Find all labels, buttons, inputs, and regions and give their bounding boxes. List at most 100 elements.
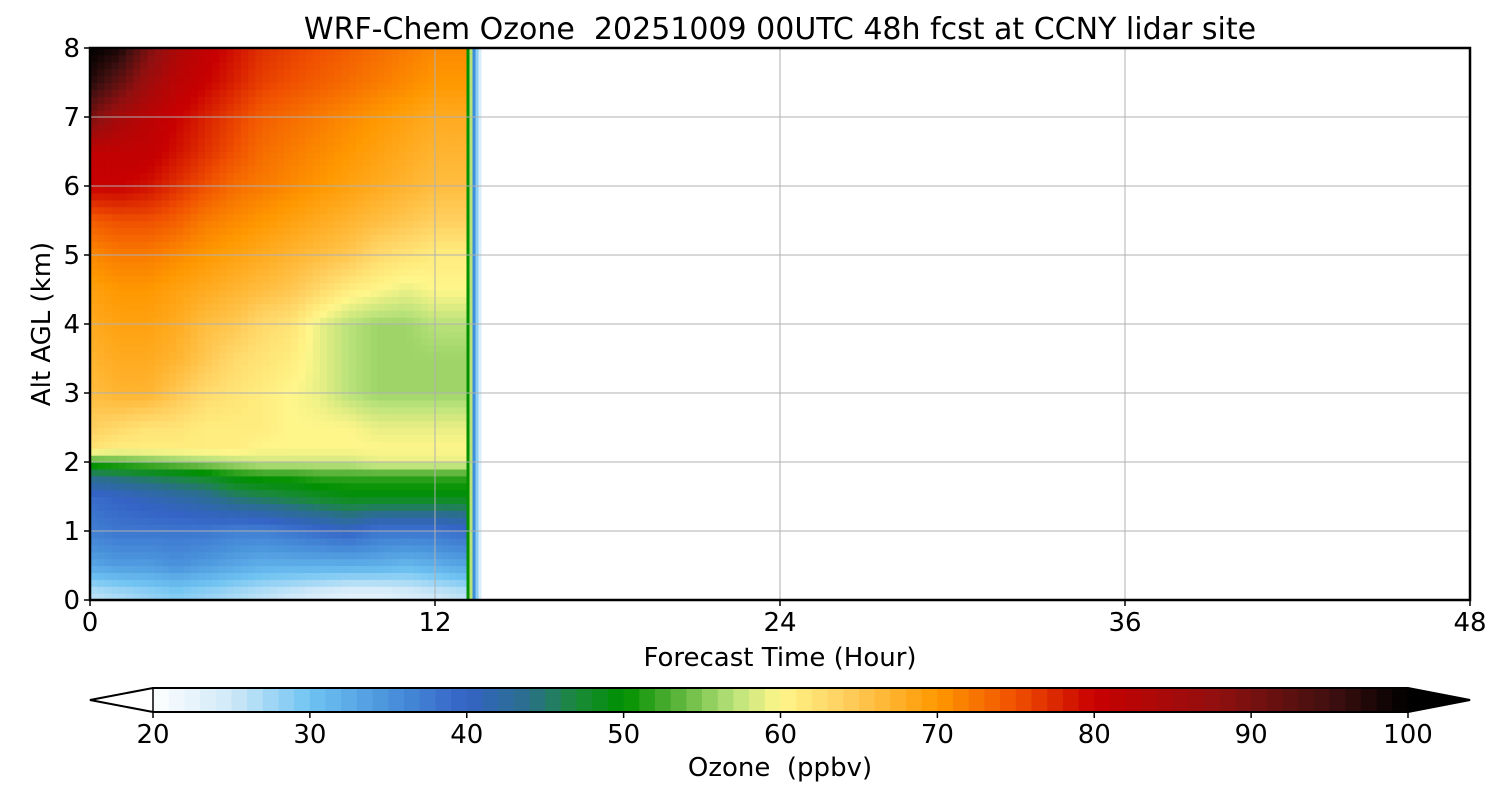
heatmap-cell <box>276 151 285 159</box>
heatmap-cell <box>348 172 357 180</box>
heatmap-cell <box>90 110 98 118</box>
heatmap-cell <box>284 48 292 56</box>
heatmap-cell <box>197 261 206 270</box>
heatmap-cell <box>334 586 343 594</box>
heatmap-cell <box>190 110 199 118</box>
heatmap-cell <box>248 517 256 525</box>
heatmap-cell <box>276 310 285 318</box>
heatmap-cell <box>384 531 393 539</box>
heatmap-cell <box>133 303 141 311</box>
heatmap-cell <box>363 558 371 567</box>
heatmap-cell <box>104 551 113 560</box>
heatmap-cell <box>276 379 285 387</box>
heatmap-cell <box>212 406 220 415</box>
heatmap-cell <box>161 482 170 491</box>
heatmap-cell <box>104 192 113 201</box>
heatmap-cell <box>190 420 199 429</box>
heatmap-cell <box>284 317 292 325</box>
heatmap-cell <box>384 503 393 511</box>
heatmap-cell <box>284 103 292 111</box>
heatmap-cell <box>262 117 271 125</box>
heatmap-cell <box>183 268 192 277</box>
heatmap-cell <box>104 358 113 366</box>
heatmap-cell <box>226 413 235 422</box>
heatmap-cell <box>111 586 120 594</box>
heatmap-cell <box>348 406 357 415</box>
heatmap-cell <box>269 75 278 84</box>
heatmap-cell <box>284 544 292 553</box>
heatmap-cell <box>327 220 335 228</box>
heatmap-cell <box>427 344 436 353</box>
heatmap-cell <box>298 503 307 511</box>
heatmap-cell <box>90 213 98 222</box>
heatmap-cell <box>104 151 113 159</box>
heatmap-cell <box>118 117 127 125</box>
heatmap-cell <box>312 386 321 394</box>
heatmap-cell <box>154 110 163 118</box>
heatmap-cell <box>212 317 220 325</box>
heatmap-cell <box>212 496 220 504</box>
heatmap-cell <box>133 351 141 360</box>
heatmap-cell <box>118 103 127 111</box>
heatmap-cell <box>334 399 343 408</box>
heatmap-cell <box>147 468 156 477</box>
heatmap-cell <box>363 303 371 311</box>
heatmap-cell <box>255 379 264 387</box>
heatmap-cell <box>276 448 285 456</box>
heatmap-cell <box>355 110 364 118</box>
heatmap-cell <box>104 130 113 139</box>
heatmap-cell <box>176 510 185 518</box>
heatmap-cell <box>169 186 177 194</box>
heatmap-cell <box>291 282 300 291</box>
heatmap-cell <box>212 462 220 470</box>
heatmap-cell <box>370 213 379 222</box>
heatmap-cell <box>255 103 264 111</box>
heatmap-cell <box>413 54 422 63</box>
heatmap-cell <box>442 531 450 539</box>
heatmap-cell <box>384 117 393 125</box>
heatmap-cell <box>161 54 170 63</box>
heatmap-cell <box>97 330 105 339</box>
heatmap-cell <box>420 496 429 504</box>
heatmap-cell <box>169 137 177 146</box>
heatmap-cell <box>219 75 228 84</box>
heatmap-cell <box>312 54 321 63</box>
heatmap-cell <box>212 434 220 442</box>
heatmap-cell <box>97 75 105 84</box>
heatmap-cell <box>140 75 149 84</box>
heatmap-cell <box>154 275 163 284</box>
heatmap-cell <box>233 579 242 587</box>
heatmap-cell <box>370 503 379 511</box>
heatmap-cell <box>298 144 307 153</box>
heatmap-cell <box>140 558 149 567</box>
heatmap-cell <box>205 558 213 567</box>
heatmap-cell <box>456 324 465 332</box>
heatmap-cell <box>363 123 371 132</box>
heatmap-cell <box>104 579 113 587</box>
heatmap-cell <box>320 234 328 242</box>
heatmap-cell <box>176 558 185 567</box>
heatmap-cell <box>118 351 127 360</box>
heatmap-cell <box>197 289 206 297</box>
heatmap-cell <box>118 475 127 484</box>
heatmap-cell <box>377 496 386 504</box>
heatmap-cell <box>442 434 450 442</box>
heatmap-cell <box>377 89 386 97</box>
heatmap-cell <box>348 275 357 284</box>
heatmap-cell <box>384 268 393 277</box>
heatmap-cell <box>327 510 335 518</box>
heatmap-cell <box>456 510 465 518</box>
heatmap-cell <box>176 158 185 166</box>
heatmap-cell <box>205 268 213 277</box>
heatmap-cell <box>140 475 149 484</box>
heatmap-cell <box>104 103 113 111</box>
heatmap-cell <box>205 572 213 580</box>
heatmap-cell <box>133 448 141 456</box>
heatmap-cell <box>291 227 300 235</box>
heatmap-cell <box>133 275 141 284</box>
heatmap-cell <box>219 434 228 442</box>
heatmap-cell <box>169 399 177 408</box>
heatmap-cell <box>341 427 350 435</box>
heatmap-cell <box>449 544 458 553</box>
heatmap-cell <box>355 158 364 166</box>
